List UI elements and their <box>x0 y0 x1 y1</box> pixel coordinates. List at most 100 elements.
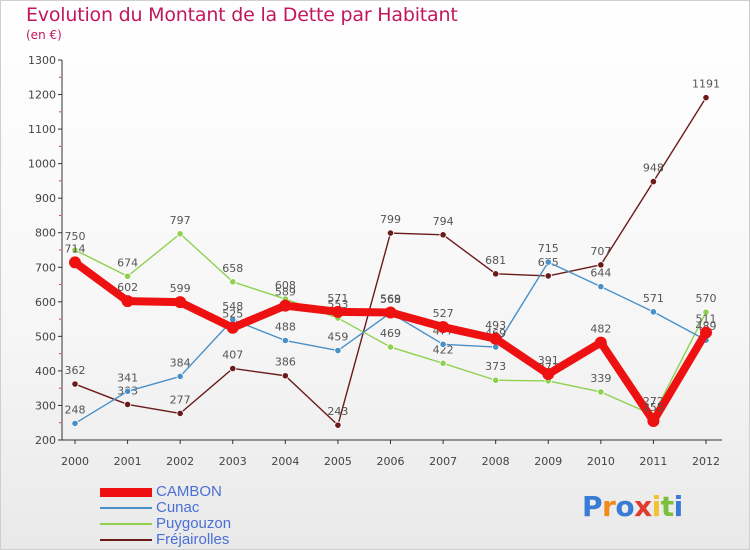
logo-letter: t <box>660 490 674 523</box>
data-point-cambon <box>647 415 660 427</box>
x-tick-label: 2010 <box>587 455 615 468</box>
data-point-frejairolles <box>176 409 184 417</box>
data-label-puygouzon: 422 <box>433 343 454 356</box>
data-label-puygouzon: 797 <box>170 214 191 227</box>
data-label-cambon: 599 <box>170 282 191 295</box>
data-label-cambon: 493 <box>485 319 506 332</box>
legend-swatch-puygouzon <box>100 523 152 525</box>
data-point-cunac <box>597 283 605 291</box>
data-point-cunac <box>334 346 342 355</box>
data-label-puygouzon: 750 <box>65 230 86 243</box>
legend-label-frejairolles: Fréjairolles <box>156 531 230 548</box>
data-point-frejairolles <box>439 231 447 239</box>
data-label-cambon: 571 <box>327 292 348 305</box>
data-label-cambon: 255 <box>643 401 664 414</box>
y-tick-label: 1100 <box>28 123 56 136</box>
data-point-frejairolles <box>71 380 79 388</box>
data-point-cunac <box>649 308 658 316</box>
x-tick-label: 2005 <box>324 455 352 468</box>
data-point-frejairolles <box>702 94 710 102</box>
data-point-frejairolles <box>334 421 342 429</box>
data-point-cambon <box>69 256 81 269</box>
series-line-puygouzon <box>74 233 707 416</box>
y-tick-label: 500 <box>35 330 56 343</box>
data-point-frejairolles <box>281 372 289 380</box>
data-label-puygouzon: 570 <box>696 292 717 305</box>
data-point-puygouzon <box>71 246 79 254</box>
data-label-frejairolles: 707 <box>590 245 611 258</box>
x-tick-label: 2002 <box>166 455 194 468</box>
data-label-frejairolles: 681 <box>485 254 506 267</box>
data-point-cunac <box>71 419 79 428</box>
data-label-puygouzon: 373 <box>485 360 506 373</box>
data-point-puygouzon <box>492 376 500 384</box>
x-tick-label: 2006 <box>377 455 405 468</box>
x-tick-label: 2004 <box>271 455 299 468</box>
data-label-cambon: 569 <box>380 293 401 306</box>
legend-label-puygouzon: Puygouzon <box>156 515 232 532</box>
data-label-frejairolles: 386 <box>275 356 296 369</box>
data-point-frejairolles <box>123 400 132 409</box>
data-label-frejairolles: 948 <box>643 162 664 175</box>
x-tick-label: 2001 <box>114 455 142 468</box>
data-label-cambon: 482 <box>590 323 611 336</box>
data-label-puygouzon: 658 <box>222 262 243 275</box>
y-tick-label: 200 <box>35 434 56 447</box>
y-tick-label: 300 <box>35 399 56 412</box>
data-point-puygouzon <box>229 278 237 286</box>
series-line-frejairolles <box>74 96 707 426</box>
y-tick-label: 1300 <box>28 54 56 67</box>
data-point-puygouzon <box>176 230 184 238</box>
x-tick-label: 2011 <box>639 455 667 468</box>
data-label-frejairolles: 277 <box>170 393 191 406</box>
data-point-cambon <box>279 299 292 312</box>
logo-letter: x <box>634 490 652 523</box>
data-label-cunac: 644 <box>590 267 611 280</box>
data-label-frejairolles: 799 <box>380 213 401 226</box>
data-point-cunac <box>176 372 184 381</box>
data-point-cunac <box>439 340 447 348</box>
data-point-cambon <box>384 306 397 319</box>
data-label-cunac: 548 <box>222 300 243 313</box>
x-tick-label: 2000 <box>61 455 89 468</box>
logo-letter: P <box>582 490 603 523</box>
y-tick-label: 700 <box>35 261 56 274</box>
data-point-puygouzon <box>386 343 395 351</box>
data-point-cunac <box>281 336 289 345</box>
logo-letter: i <box>673 490 684 523</box>
logo-letter: i <box>651 490 662 523</box>
data-label-cambon: 527 <box>433 307 454 320</box>
logo-letter: r <box>602 490 616 523</box>
data-label-cambon: 589 <box>275 286 296 299</box>
data-point-cambon <box>174 296 187 309</box>
legend-label-cambon: CAMBON <box>156 483 222 500</box>
data-label-frejairolles: 407 <box>222 348 243 361</box>
legend-label-cunac: Cunac <box>156 499 200 516</box>
data-label-cunac: 248 <box>65 403 86 416</box>
legend-swatch-cambon <box>100 488 152 497</box>
data-point-cambon <box>121 295 134 308</box>
data-point-cambon <box>226 321 239 334</box>
logo-letter: o <box>615 490 635 523</box>
data-point-frejairolles <box>492 270 500 278</box>
data-point-puygouzon <box>123 272 132 280</box>
data-label-cambon: 714 <box>65 242 86 255</box>
data-point-puygouzon <box>439 359 447 367</box>
data-label-frejairolles: 243 <box>327 405 348 418</box>
data-point-frejairolles <box>544 272 552 280</box>
data-point-cambon <box>489 332 502 345</box>
proxiti-logo: Proxiti <box>582 490 683 523</box>
data-label-cambon: 602 <box>117 281 138 294</box>
data-point-frejairolles <box>649 178 658 186</box>
data-point-cambon <box>700 326 712 339</box>
chart-title: Evolution du Montant de la Dette par Hab… <box>26 4 458 26</box>
data-label-cunac: 488 <box>275 321 296 334</box>
data-label-cambon: 511 <box>696 313 717 326</box>
x-tick-label: 2009 <box>534 455 562 468</box>
y-tick-label: 900 <box>35 192 56 205</box>
data-label-frejairolles: 1191 <box>692 78 720 91</box>
data-label-cunac: 571 <box>643 292 664 305</box>
data-label-cambon: 525 <box>222 308 243 321</box>
y-tick-label: 800 <box>35 227 56 240</box>
